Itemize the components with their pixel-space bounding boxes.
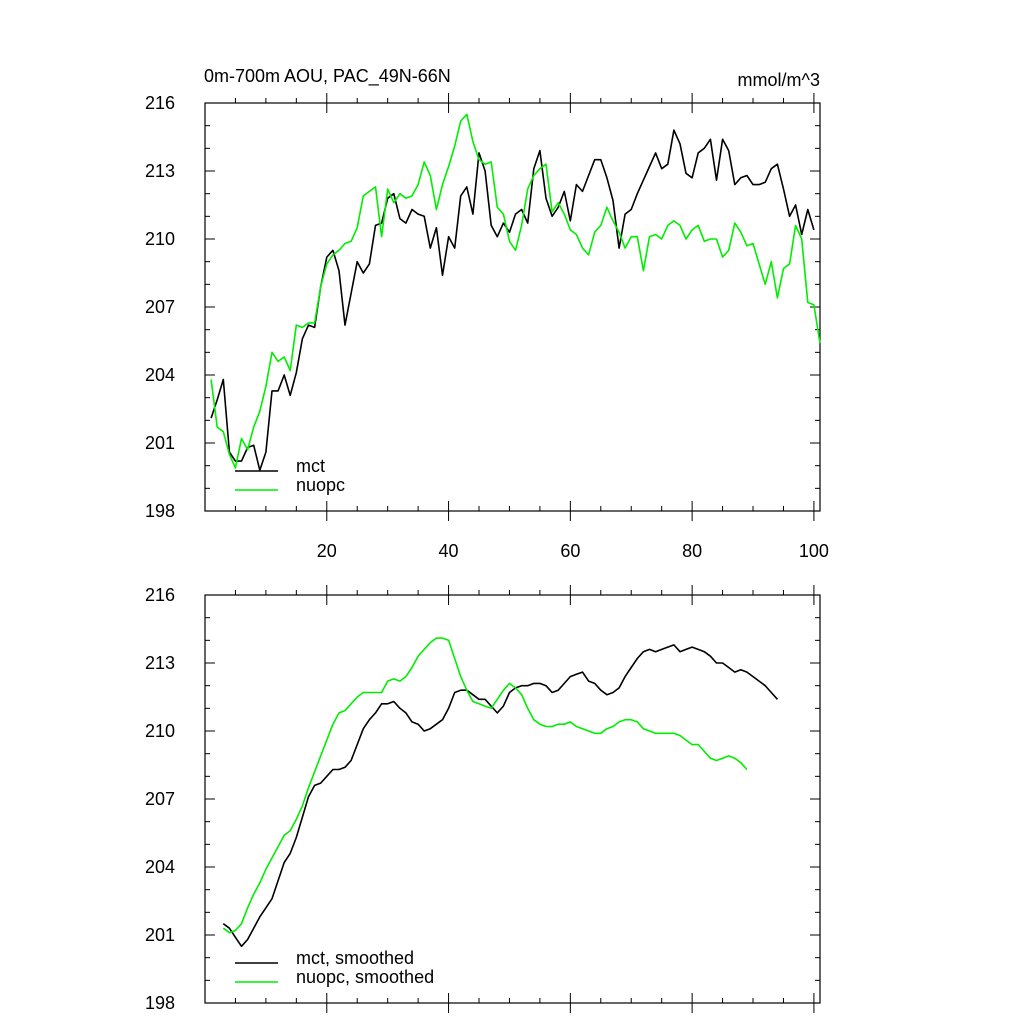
y-tick-label: 216 xyxy=(145,93,175,113)
units-label: mmol/m^3 xyxy=(738,70,820,90)
series-line-mct-smoothed xyxy=(222,644,778,948)
y-tick-label: 210 xyxy=(145,721,175,741)
legend-label: mct xyxy=(296,456,325,476)
y-tick-label: 216 xyxy=(145,585,175,605)
series-line-mct xyxy=(210,129,815,472)
y-tick-label: 207 xyxy=(145,297,175,317)
x-tick-label: 20 xyxy=(317,541,337,561)
legend-label: mct, smoothed xyxy=(296,948,414,968)
legend-label: nuopc, smoothed xyxy=(296,967,434,987)
y-tick-label: 213 xyxy=(145,653,175,673)
y-tick-label: 204 xyxy=(145,365,175,385)
y-tick-label: 213 xyxy=(145,161,175,181)
plot-frame xyxy=(204,102,821,512)
legend-label: nuopc xyxy=(296,475,345,495)
y-tick-label: 210 xyxy=(145,229,175,249)
top-panel-raw: 0m-700m AOU, PAC_49N-66N mmol/m^3 198201… xyxy=(145,66,829,561)
y-tick-label: 198 xyxy=(145,993,175,1013)
x-tick-label: 40 xyxy=(439,541,459,561)
series-line-nuopc xyxy=(210,113,821,469)
x-tick-label: 100 xyxy=(799,541,829,561)
y-tick-label: 204 xyxy=(145,857,175,877)
x-tick-label: 80 xyxy=(682,541,702,561)
chart-title: 0m-700m AOU, PAC_49N-66N xyxy=(204,66,451,87)
plot-frame xyxy=(204,594,821,1004)
x-tick-label: 60 xyxy=(560,541,580,561)
y-tick-label: 201 xyxy=(145,433,175,453)
bottom-panel-smoothed: 198 201 204 207 210 213 216 mct, smoothednuopc,… xyxy=(145,585,821,1013)
series-line-nuopc-smoothed xyxy=(222,637,748,934)
y-tick-label: 198 xyxy=(145,501,175,521)
y-tick-label: 207 xyxy=(145,789,175,809)
y-tick-label: 201 xyxy=(145,925,175,945)
